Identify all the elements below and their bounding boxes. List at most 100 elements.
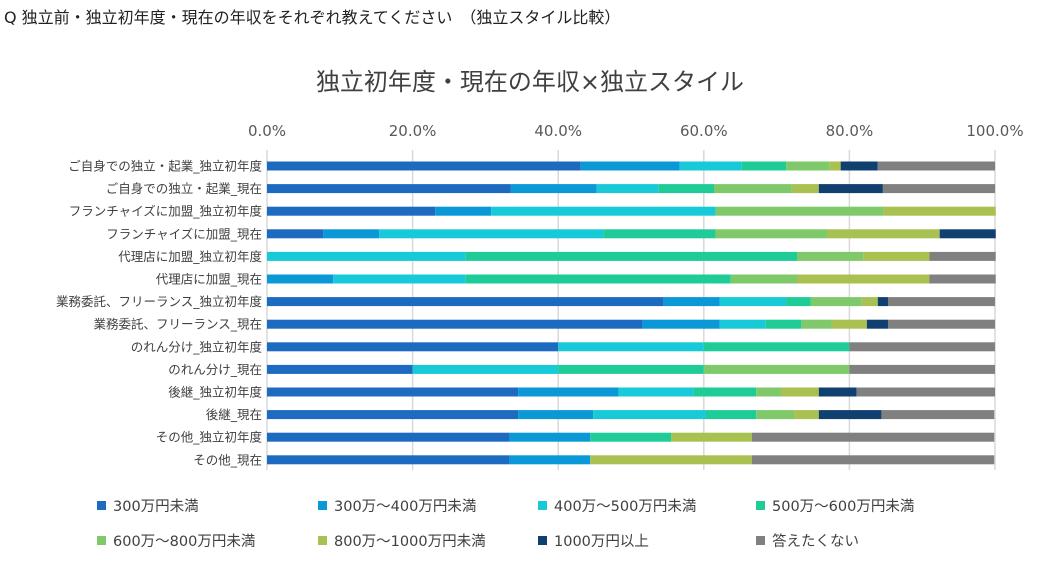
bar-segment (756, 410, 795, 420)
bar-segment (518, 410, 594, 420)
bar-segment (713, 184, 792, 194)
x-tick-label: 0.0% (248, 122, 286, 140)
bar-segment (267, 161, 581, 171)
bar-segment (267, 206, 436, 216)
bar-segment (719, 297, 787, 307)
bar-segment (267, 251, 466, 261)
bar-segment (596, 184, 659, 194)
bar-segment (435, 206, 492, 216)
category-label: のれん分け_独立初年度 (131, 339, 263, 354)
bar-segment (658, 184, 714, 194)
bar-segment (703, 342, 850, 352)
bar-segment (323, 229, 380, 239)
x-tick-label: 60.0% (680, 122, 728, 140)
bar-segment (861, 297, 878, 307)
bar-segment (810, 297, 862, 307)
bar-segment (267, 274, 334, 284)
bar-segment (580, 161, 680, 171)
bar-segment (751, 432, 995, 442)
bar-segment (765, 319, 802, 329)
legend-swatch (318, 536, 327, 545)
bar-segment (267, 432, 510, 442)
category-label: 代理店に加盟_独立初年度 (118, 249, 262, 264)
bar-segment (509, 432, 591, 442)
bar-segment (818, 387, 857, 397)
bar-segment (267, 410, 519, 420)
x-tick-label: 100.0% (966, 122, 1023, 140)
bar-segment (796, 251, 864, 261)
bar-segment (796, 274, 930, 284)
legend-swatch (97, 501, 106, 510)
x-tick-label: 20.0% (389, 122, 437, 140)
bar-segment (267, 229, 324, 239)
category-label: その他_独立初年度 (156, 430, 263, 445)
chart-title: 独立初年度・現在の年収×独立スタイル (316, 68, 744, 96)
bar-segment (491, 206, 716, 216)
bar-segment (786, 297, 811, 307)
bar-segment (883, 206, 996, 216)
bar-segment (267, 387, 519, 397)
bar-segment (642, 319, 720, 329)
bar-segment (679, 161, 742, 171)
bar-segment (849, 364, 995, 374)
category-label: フランチャイズに加盟_現在 (106, 226, 262, 241)
bar-segment (881, 410, 995, 420)
category-label: ご自身での独立・起業_独立初年度 (68, 159, 262, 174)
bar-segment (509, 455, 591, 465)
category-label: ご自身での独立・起業_現在 (106, 181, 262, 196)
bar-segment (705, 410, 757, 420)
bar-segment (593, 410, 706, 420)
category-label: 代理店に加盟_現在 (156, 272, 262, 287)
bar-segment (887, 297, 995, 307)
bar-segment (786, 161, 830, 171)
bar-segment (703, 364, 850, 374)
legend-label: 800万～1000万円未満 (334, 533, 486, 550)
bar-segment (465, 274, 731, 284)
bar-segment (929, 274, 996, 284)
category-label: 業務委託、フリーランス_独立初年度 (56, 294, 263, 309)
bar-segment (379, 229, 604, 239)
bar-segment (558, 364, 704, 374)
question-text: Q 独立前・独立初年度・現在の年収をそれぞれ教えてください （独立スタイル比較） (4, 8, 621, 27)
category-label: 業務委託、フリーランス_現在 (93, 317, 262, 332)
bar-segment (840, 161, 878, 171)
bar-segment (866, 319, 888, 329)
bar-segment (715, 229, 828, 239)
bar-segment (882, 184, 995, 194)
bar-segment (590, 455, 752, 465)
bar-segment (618, 387, 694, 397)
bar-segment (849, 342, 995, 352)
legend-label: 500万～600万円未満 (772, 498, 914, 515)
legend-label: 答えたくない (772, 533, 859, 550)
category-label: のれん分け_現在 (168, 362, 262, 377)
legend-label: 1000万円以上 (554, 533, 649, 550)
category-label: フランチャイズに加盟_独立初年度 (69, 204, 263, 219)
bar-segment (715, 206, 884, 216)
bar-segment (801, 319, 832, 329)
bar-segment (929, 251, 996, 261)
bar-segment (818, 184, 883, 194)
bar-segment (791, 184, 819, 194)
bar-segment (267, 297, 664, 307)
bar-segment (267, 184, 511, 194)
legend-swatch (756, 536, 765, 545)
legend-swatch (538, 501, 547, 510)
bar-segment (590, 432, 672, 442)
bar-segment (267, 342, 559, 352)
legend-swatch (538, 536, 547, 545)
bar-segment (831, 319, 867, 329)
bar-segment (939, 229, 996, 239)
bar-segment (412, 364, 559, 374)
bar-segment (558, 342, 704, 352)
x-tick-label: 80.0% (826, 122, 874, 140)
category-label: 後継_現在 (206, 407, 262, 422)
bar-segment (887, 319, 995, 329)
legend-label: 600万～800万円未満 (113, 533, 255, 550)
bar-segment (603, 229, 716, 239)
bar-segment (333, 274, 466, 284)
legend-label: 400万～500万円未満 (554, 498, 696, 515)
x-tick-label: 40.0% (534, 122, 582, 140)
bar-segment (756, 387, 781, 397)
bar-segment (465, 251, 797, 261)
bar-segment (267, 364, 413, 374)
